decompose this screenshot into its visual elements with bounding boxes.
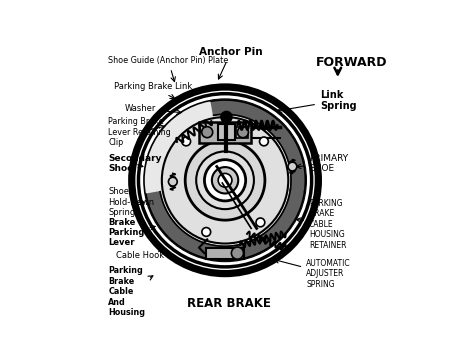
Circle shape <box>134 90 316 271</box>
Text: Shoe
Hold-Down
Spring: Shoe Hold-Down Spring <box>108 187 155 217</box>
Text: PARKING
BRAKE
CABLE
HOUSING
RETAINER: PARKING BRAKE CABLE HOUSING RETAINER <box>296 199 346 250</box>
Circle shape <box>260 137 268 146</box>
Text: Shoe Guide (Anchor Pin) Plate: Shoe Guide (Anchor Pin) Plate <box>108 56 228 82</box>
Circle shape <box>144 99 306 261</box>
Bar <box>218 124 235 140</box>
Circle shape <box>212 167 238 193</box>
Circle shape <box>162 117 288 243</box>
Polygon shape <box>211 100 305 191</box>
Circle shape <box>202 127 213 138</box>
Circle shape <box>202 227 210 236</box>
Circle shape <box>168 177 177 186</box>
Circle shape <box>185 140 265 220</box>
Text: Brake
Parking
Lever: Brake Parking Lever <box>108 218 155 247</box>
Text: FORWARD: FORWARD <box>316 56 387 69</box>
Text: Washer: Washer <box>125 104 181 114</box>
Circle shape <box>218 174 232 187</box>
Text: Secondary
Shoe: Secondary Shoe <box>108 154 162 174</box>
Circle shape <box>204 160 246 201</box>
Text: Cable Hook: Cable Hook <box>117 247 164 260</box>
Circle shape <box>196 151 254 209</box>
Bar <box>199 122 251 143</box>
Text: PRIMARY
SHOE: PRIMARY SHOE <box>296 154 348 174</box>
Text: Parking Brake
Lever Retaining
Clip: Parking Brake Lever Retaining Clip <box>108 117 171 147</box>
Circle shape <box>221 112 231 122</box>
Circle shape <box>288 162 297 171</box>
Circle shape <box>138 94 311 267</box>
Circle shape <box>132 87 319 274</box>
Text: Parking Brake Link: Parking Brake Link <box>114 82 192 99</box>
Bar <box>206 248 244 258</box>
Text: REAR BRAKE: REAR BRAKE <box>187 297 271 310</box>
Text: AUTOMATIC
ADJUSTER
SPRING: AUTOMATIC ADJUSTER SPRING <box>274 258 351 289</box>
Polygon shape <box>146 190 304 261</box>
Text: Anchor Pin: Anchor Pin <box>199 47 263 79</box>
Text: Parking
Brake
Cable
And
Housing: Parking Brake Cable And Housing <box>108 266 153 317</box>
Text: Link
Spring: Link Spring <box>277 90 356 112</box>
Bar <box>236 127 248 138</box>
Circle shape <box>231 247 244 259</box>
Circle shape <box>182 137 191 146</box>
Circle shape <box>256 218 265 227</box>
Circle shape <box>237 127 248 138</box>
